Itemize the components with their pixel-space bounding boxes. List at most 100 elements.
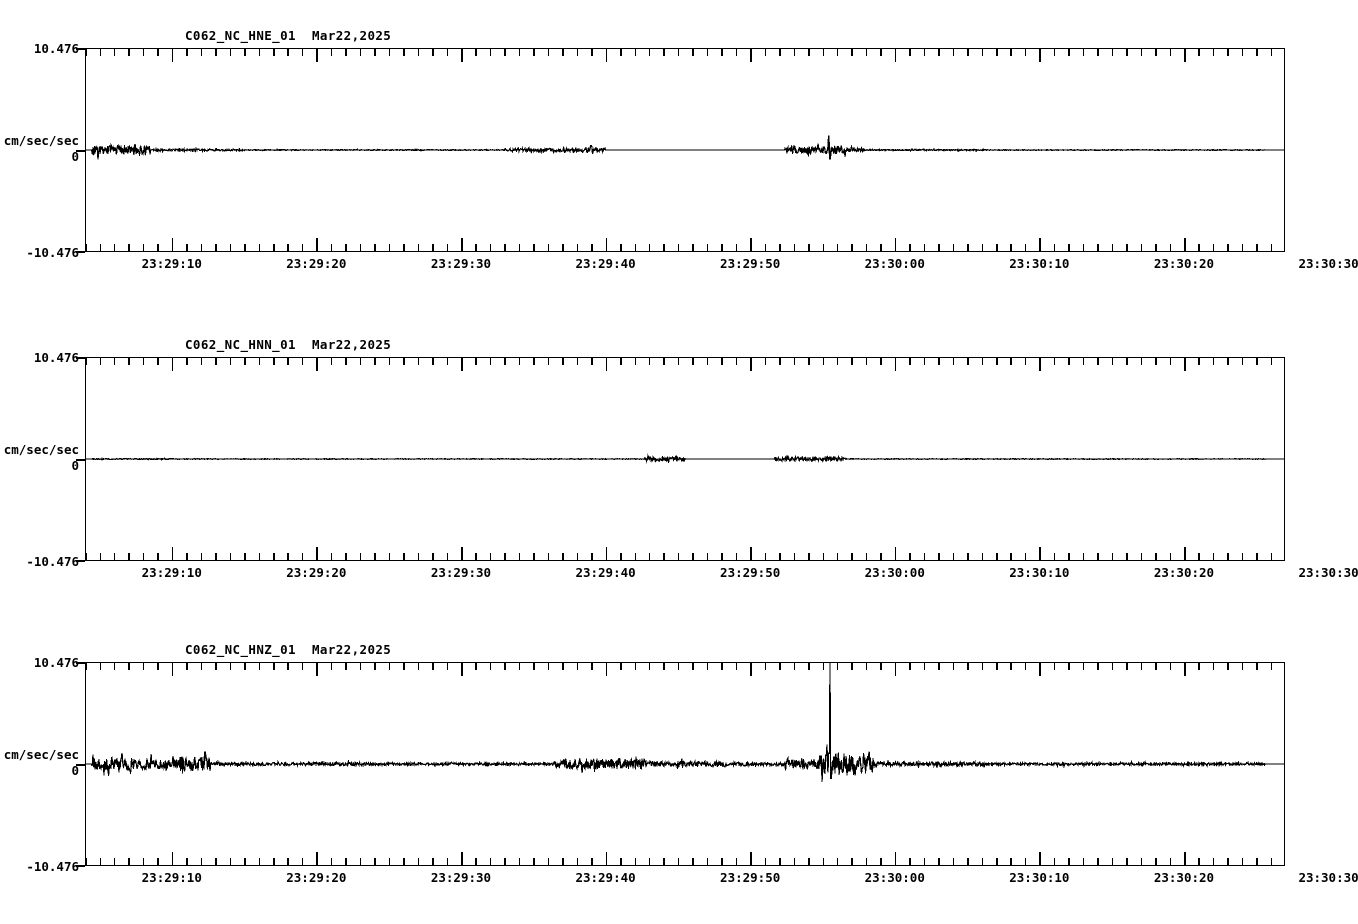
x-tick-minor: [822, 553, 824, 561]
x-tick-minor: [1155, 48, 1157, 56]
x-tick-minor: [1212, 357, 1215, 365]
x-tick-minor: [793, 662, 795, 670]
x-tick-minor: [157, 48, 159, 56]
panel-channel-label: C062_NC_HNN_01: [185, 337, 296, 352]
x-tick-major: [461, 238, 463, 252]
x-tick-minor: [735, 858, 738, 866]
x-tick-minor: [677, 662, 680, 670]
x-tick-minor: [229, 357, 232, 365]
x-tick-minor: [1126, 357, 1128, 365]
x-tick-minor: [591, 48, 593, 56]
x-tick-minor: [648, 858, 651, 866]
y-tick-min: [76, 560, 85, 562]
x-tick-minor: [403, 662, 405, 670]
x-tick-minor: [446, 662, 448, 670]
x-tick-minor: [1227, 244, 1229, 252]
x-tick-minor: [330, 553, 333, 561]
x-tick-minor: [981, 553, 983, 561]
x-tick-minor: [1082, 48, 1085, 56]
x-axis-tick-label: 23:30:00: [864, 256, 925, 271]
seismogram-panel-hne: C062_NC_HNE_01 Mar22,2025 10.476 cm/sec/s…: [0, 20, 1358, 290]
x-tick-minor: [851, 553, 853, 561]
x-tick-minor: [489, 48, 492, 56]
x-tick-minor: [1024, 662, 1027, 670]
x-tick-minor: [634, 662, 636, 670]
x-tick-minor: [851, 858, 853, 866]
x-tick-minor: [301, 662, 304, 670]
x-tick-major: [1039, 547, 1041, 561]
x-tick-minor: [808, 244, 810, 252]
x-tick-minor: [1068, 553, 1070, 561]
x-tick-minor: [113, 553, 116, 561]
x-tick-minor: [952, 858, 955, 866]
x-tick-minor: [1111, 48, 1114, 56]
x-tick-minor: [186, 244, 188, 252]
x-tick-minor: [403, 357, 405, 365]
x-tick-minor: [475, 553, 477, 561]
x-tick-minor: [591, 858, 593, 866]
x-tick-minor: [822, 48, 824, 56]
x-tick-minor: [779, 662, 781, 670]
x-tick-minor: [99, 662, 101, 670]
x-tick-minor: [923, 357, 926, 365]
x-tick-minor: [1097, 357, 1099, 365]
x-tick-major: [605, 357, 608, 371]
x-axis-tick-label: 23:29:50: [720, 256, 781, 271]
x-tick-minor: [620, 244, 622, 252]
x-tick-minor: [359, 858, 362, 866]
x-tick-major: [894, 852, 897, 866]
x-tick-minor: [157, 662, 159, 670]
x-tick-minor: [432, 244, 434, 252]
x-tick-minor: [547, 357, 550, 365]
x-tick-minor: [273, 244, 275, 252]
x-tick-minor: [764, 858, 767, 866]
x-tick-minor: [287, 858, 289, 866]
x-tick-minor: [403, 244, 405, 252]
x-tick-minor: [793, 244, 795, 252]
x-tick-minor: [1082, 244, 1085, 252]
x-tick-minor: [706, 662, 709, 670]
x-tick-minor: [345, 244, 347, 252]
x-tick-minor: [1155, 357, 1157, 365]
x-tick-minor: [981, 357, 983, 365]
x-tick-minor: [1010, 858, 1012, 866]
x-tick-minor: [1126, 553, 1128, 561]
x-tick-minor: [706, 858, 709, 866]
x-tick-minor: [822, 357, 824, 365]
waveform-path: [85, 135, 1285, 160]
x-tick-minor: [229, 244, 232, 252]
x-axis-tick-label: 23:29:40: [575, 870, 636, 885]
x-tick-minor: [1212, 244, 1215, 252]
x-tick-minor: [533, 662, 535, 670]
x-axis-tick-label: 23:29:40: [575, 565, 636, 580]
x-tick-minor: [113, 48, 116, 56]
x-tick-major: [605, 238, 608, 252]
x-tick-minor: [692, 858, 694, 866]
x-tick-major: [1039, 357, 1041, 371]
x-tick-minor: [258, 858, 260, 866]
y-tick-min: [76, 251, 85, 253]
x-tick-minor: [591, 662, 593, 670]
x-tick-minor: [200, 858, 203, 866]
x-tick-minor: [779, 553, 781, 561]
x-axis-tick-label: 23:29:10: [141, 870, 202, 885]
x-tick-minor: [923, 244, 926, 252]
x-tick-minor: [677, 357, 680, 365]
x-tick-minor: [244, 244, 246, 252]
y-axis-zero-label: 0: [71, 458, 79, 473]
x-tick-minor: [301, 357, 304, 365]
x-tick-minor: [1111, 357, 1114, 365]
x-tick-minor: [836, 48, 839, 56]
x-tick-minor: [1256, 662, 1258, 670]
x-tick-minor: [417, 357, 420, 365]
x-tick-minor: [533, 553, 535, 561]
x-tick-minor: [1126, 858, 1128, 866]
x-axis-tick-label: 23:29:20: [286, 870, 347, 885]
x-axis-tick-label: 23:29:20: [286, 565, 347, 580]
x-tick-minor: [562, 48, 564, 56]
x-tick-minor: [345, 357, 347, 365]
x-tick-minor: [446, 553, 448, 561]
x-tick-major: [1184, 852, 1186, 866]
x-tick-minor: [489, 858, 492, 866]
x-tick-minor: [663, 662, 665, 670]
